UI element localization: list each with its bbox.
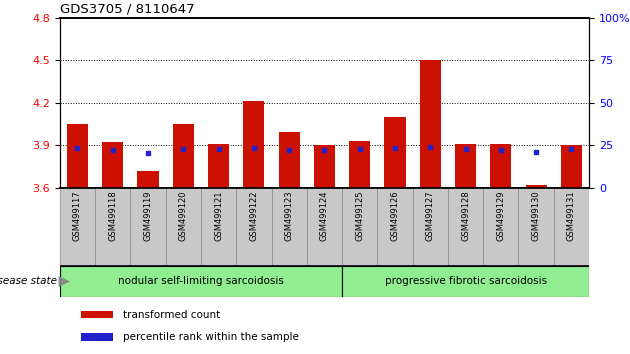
Bar [455,144,476,188]
Text: GSM499120: GSM499120 [179,191,188,241]
Bar [554,188,589,266]
Bar [60,188,95,266]
Text: GSM499117: GSM499117 [73,191,82,241]
Bar [208,144,229,188]
Bar [81,333,113,341]
Text: GDS3705 / 8110647: GDS3705 / 8110647 [60,2,195,15]
Text: GSM499126: GSM499126 [391,191,399,241]
Bar [130,188,166,266]
Bar [278,132,300,188]
Bar [272,188,307,266]
Text: GSM499122: GSM499122 [249,191,258,241]
Bar [525,185,547,188]
Text: progressive fibrotic sarcoidosis: progressive fibrotic sarcoidosis [384,276,547,286]
Bar [314,145,335,188]
Bar [95,188,130,266]
Text: GSM499118: GSM499118 [108,191,117,241]
Bar [483,188,518,266]
Bar [307,188,342,266]
Bar [384,117,406,188]
Bar [166,188,201,266]
Bar [349,141,370,188]
Bar [518,188,554,266]
Text: GSM499131: GSM499131 [567,191,576,241]
Text: GSM499123: GSM499123 [285,191,294,241]
Text: GSM499129: GSM499129 [496,191,505,241]
Bar [413,188,448,266]
Text: GSM499125: GSM499125 [355,191,364,241]
Bar [342,188,377,266]
Bar [67,124,88,188]
Bar [173,124,194,188]
Bar [490,144,512,188]
Bar [377,188,413,266]
Text: GSM499121: GSM499121 [214,191,223,241]
Text: GSM499119: GSM499119 [144,191,152,241]
Text: GSM499127: GSM499127 [426,191,435,241]
Bar [243,101,265,188]
Bar [102,142,123,188]
Bar [561,145,582,188]
Text: nodular self-limiting sarcoidosis: nodular self-limiting sarcoidosis [118,276,284,286]
Bar [137,171,159,188]
Text: GSM499128: GSM499128 [461,191,470,241]
Bar [342,266,589,297]
Text: GSM499124: GSM499124 [320,191,329,241]
Text: transformed count: transformed count [123,310,220,320]
Bar [236,188,272,266]
Text: disease state: disease state [0,276,57,286]
Bar [81,311,113,319]
Text: GSM499130: GSM499130 [532,191,541,241]
Bar [420,60,441,188]
Bar [201,188,236,266]
Bar [448,188,483,266]
Bar [60,266,342,297]
Text: percentile rank within the sample: percentile rank within the sample [123,332,299,342]
